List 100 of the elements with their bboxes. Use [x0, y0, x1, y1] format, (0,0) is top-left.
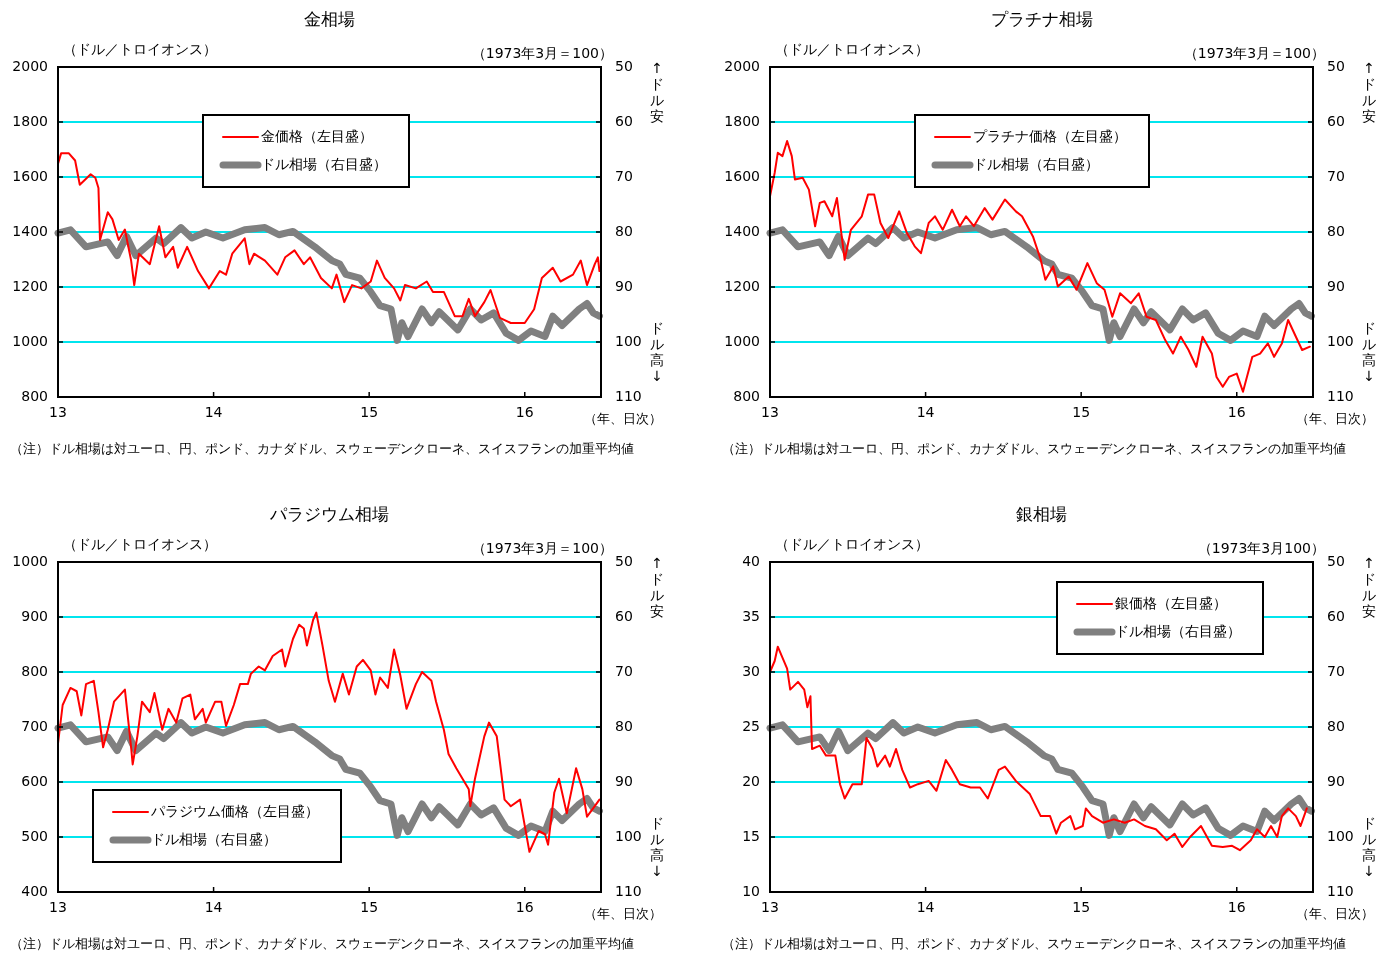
y2-tick-label: 90 — [1327, 773, 1345, 789]
y-tick-label: 1400 — [12, 223, 48, 239]
y2-tick-label: 100 — [1327, 333, 1354, 349]
y-tick-label: 1000 — [12, 553, 48, 569]
y-tick-label: 2000 — [12, 58, 48, 74]
x-tick-label: 16 — [1227, 899, 1246, 915]
x-tick-label: 16 — [1227, 404, 1246, 420]
y2-tick-label: 60 — [615, 608, 633, 624]
x-tick-label: 13 — [49, 899, 67, 915]
y2-tick-label: 80 — [1327, 223, 1345, 239]
y-tick-label: 1600 — [724, 168, 760, 184]
x-tick-label: 14 — [916, 899, 935, 915]
y2-axis-title: （1973年3月100） — [1197, 540, 1325, 556]
legend-label: ドル相場（右目盛） — [151, 831, 277, 847]
legend-label: 銀価格（左目盛） — [1115, 595, 1227, 611]
y-tick-label: 40 — [742, 553, 760, 569]
y2-tick-label: 110 — [1327, 388, 1354, 404]
y-tick-label: 25 — [742, 718, 760, 734]
y-tick-label: 800 — [733, 388, 760, 404]
y-tick-label: 700 — [21, 718, 48, 734]
y-tick-label: 1400 — [724, 223, 760, 239]
x-tick-label: 13 — [761, 404, 779, 420]
y2-tick-label: 70 — [615, 168, 633, 184]
y2-tick-label: 80 — [1327, 718, 1345, 734]
legend-label: ドル相場（右目盛） — [261, 156, 387, 172]
chart-title: 金相場 — [304, 9, 355, 29]
y-tick-label: 1600 — [12, 168, 48, 184]
y2-tick-label: 70 — [1327, 663, 1345, 679]
line-series — [57, 611, 601, 853]
x-axis-title: （年、日次） — [1296, 906, 1374, 921]
x-tick-label: 16 — [515, 404, 534, 420]
legend-label: 金価格（左目盛） — [261, 128, 373, 144]
y2-tick-label: 50 — [1327, 58, 1345, 74]
x-tick-label: 15 — [360, 404, 379, 420]
legend-label: パラジウム価格（左目盛） — [150, 803, 319, 819]
chart-title: パラジウム相場 — [269, 504, 389, 524]
y2-tick-label: 100 — [1327, 828, 1354, 844]
x-tick-label: 15 — [360, 899, 379, 915]
text: ドル高↓ — [650, 815, 664, 879]
y2-tick-label: 100 — [615, 333, 642, 349]
x-tick-label: 16 — [515, 899, 534, 915]
y-tick-label: 1200 — [12, 278, 48, 294]
x-tick-label: 15 — [1072, 404, 1091, 420]
text: ドル高↓ — [650, 320, 664, 384]
y2-tick-label: 50 — [1327, 553, 1345, 569]
y2-axis-title: （1973年3月＝100） — [1183, 45, 1325, 61]
legend-label: ドル相場（右目盛） — [973, 156, 1099, 172]
y2-tick-label: 90 — [615, 278, 633, 294]
y2-tick-label: 50 — [615, 553, 633, 569]
text: ↑ドル安 — [650, 60, 664, 124]
y2-tick-label: 70 — [615, 663, 633, 679]
y2-tick-label: 60 — [1327, 608, 1345, 624]
x-axis-title: （年、日次） — [584, 906, 662, 921]
y-tick-label: 1200 — [724, 278, 760, 294]
x-axis-title: （年、日次） — [1296, 411, 1374, 426]
text: ↑ドル安 — [1362, 555, 1376, 619]
y-tick-label: 1000 — [724, 333, 760, 349]
y-tick-label: 10 — [742, 883, 760, 899]
chart-title: 銀相場 — [1016, 504, 1067, 524]
y2-tick-label: 110 — [1327, 883, 1354, 899]
y-tick-label: 2000 — [724, 58, 760, 74]
y-tick-label: 600 — [21, 773, 48, 789]
x-axis-title: （年、日次） — [584, 411, 662, 426]
y2-tick-label: 60 — [1327, 113, 1345, 129]
y2-tick-label: 90 — [1327, 278, 1345, 294]
x-tick-label: 15 — [1072, 899, 1091, 915]
x-tick-label: 14 — [204, 899, 223, 915]
text: （注）ドル相場は対ユーロ、円、ポンド、カナダドル、スウェーデンクローネ、スイスフランの加重平均値 — [722, 936, 1346, 951]
y2-tick-label: 50 — [615, 58, 633, 74]
y-tick-label: 800 — [21, 663, 48, 679]
y-tick-label: 30 — [742, 663, 760, 679]
y2-axis-title: （1973年3月＝100） — [471, 540, 613, 556]
x-tick-label: 13 — [761, 899, 779, 915]
y-axis-title: （ドル／トロイオンス） — [63, 536, 217, 552]
y-tick-label: 500 — [21, 828, 48, 844]
y-tick-label: 35 — [742, 608, 760, 624]
y-tick-label: 800 — [21, 388, 48, 404]
text: （注）ドル相場は対ユーロ、円、ポンド、カナダドル、スウェーデンクローネ、スイスフランの加重平均値 — [722, 441, 1346, 456]
y2-tick-label: 60 — [615, 113, 633, 129]
line-series — [769, 645, 1308, 852]
y-tick-label: 15 — [742, 828, 760, 844]
text: （注）ドル相場は対ユーロ、円、ポンド、カナダドル、スウェーデンクローネ、スイスフランの加重平均値 — [10, 441, 634, 456]
y2-tick-label: 110 — [615, 388, 642, 404]
text: ↑ドル安 — [650, 555, 664, 619]
text: ドル高↓ — [1362, 320, 1376, 384]
y2-axis-title: （1973年3月＝100） — [471, 45, 613, 61]
y2-tick-label: 70 — [1327, 168, 1345, 184]
text: ドル高↓ — [1362, 815, 1376, 879]
y-axis-title: （ドル／トロイオンス） — [63, 41, 217, 57]
y-tick-label: 400 — [21, 883, 48, 899]
legend-label: ドル相場（右目盛） — [1115, 623, 1241, 639]
y2-tick-label: 90 — [615, 773, 633, 789]
x-tick-label: 13 — [49, 404, 67, 420]
y-tick-label: 1000 — [12, 333, 48, 349]
line-series — [57, 152, 601, 325]
y-axis-title: （ドル／トロイオンス） — [775, 41, 929, 57]
y2-tick-label: 80 — [615, 718, 633, 734]
y-tick-label: 1800 — [724, 113, 760, 129]
y-tick-label: 900 — [21, 608, 48, 624]
legend-label: プラチナ価格（左目盛） — [973, 128, 1127, 144]
